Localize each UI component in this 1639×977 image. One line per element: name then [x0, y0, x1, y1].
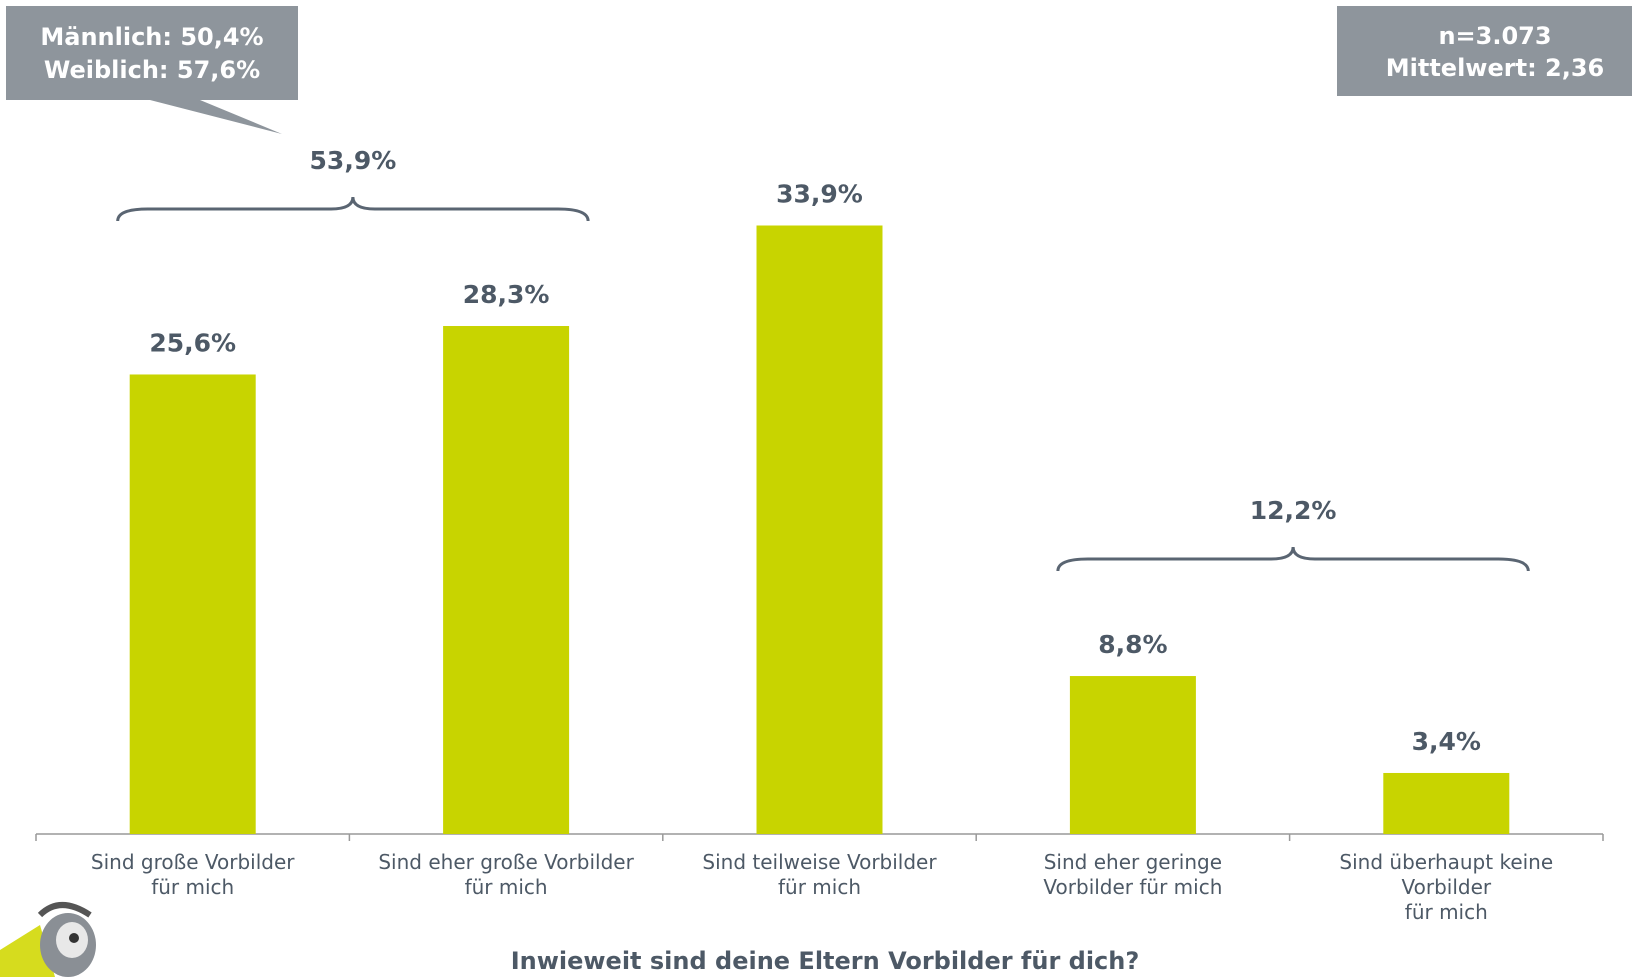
chart-title: Inwieweit sind deine Eltern Vorbilder fü… — [511, 947, 1140, 975]
bar — [1383, 772, 1510, 834]
x-tick-label-line: Sind eher große Vorbilder — [378, 850, 634, 874]
mascot — [0, 902, 96, 977]
x-tick-label-line: Sind große Vorbilder — [91, 850, 295, 874]
value-label: 8,8% — [1098, 630, 1167, 659]
x-tick-label-line: Sind eher geringe — [1044, 850, 1222, 874]
x-tick-label: Sind teilweise Vorbilder für mich — [702, 850, 937, 899]
x-tick-label-line: für mich — [778, 875, 861, 899]
callout-box — [6, 6, 298, 134]
bar — [129, 374, 256, 834]
callout-line: Weiblich: 57,6% — [44, 56, 260, 84]
info-box — [1337, 6, 1632, 96]
value-label: 25,6% — [149, 328, 236, 357]
x-tick-label: Sind große Vorbilder für mich — [91, 850, 295, 899]
x-tick-label-line: für mich — [465, 875, 548, 899]
callout-line: Männlich: 50,4% — [40, 23, 263, 51]
x-tick-label-line: für mich — [1405, 900, 1488, 924]
bar — [443, 326, 570, 834]
bracket-label: 53,9% — [310, 146, 397, 175]
value-label: 28,3% — [463, 280, 550, 309]
x-tick-label: Sind eher große Vorbilder für mich — [378, 850, 634, 899]
info-line: Mittelwert: 2,36 — [1386, 54, 1604, 82]
bar — [756, 225, 883, 834]
x-tick-label: Sind eher geringe Vorbilder für mich — [1043, 850, 1222, 899]
value-label: 3,4% — [1412, 727, 1481, 756]
x-tick-label-line: Vorbilder — [1401, 875, 1491, 899]
x-tick-label-line: für mich — [151, 875, 234, 899]
x-tick-label-line: Sind teilweise Vorbilder — [702, 850, 937, 874]
x-tick-label-line: Sind überhaupt keine — [1339, 850, 1553, 874]
bracket-label: 12,2% — [1250, 496, 1337, 525]
value-label: 33,9% — [776, 179, 863, 208]
bracket — [1056, 546, 1530, 572]
x-tick-label: Sind überhaupt keine Vorbilder für mich — [1339, 850, 1553, 924]
info-line: n=3.073 — [1438, 22, 1551, 50]
bracket — [116, 196, 590, 222]
bar — [1069, 676, 1196, 834]
x-tick-label-line: Vorbilder für mich — [1043, 875, 1222, 899]
